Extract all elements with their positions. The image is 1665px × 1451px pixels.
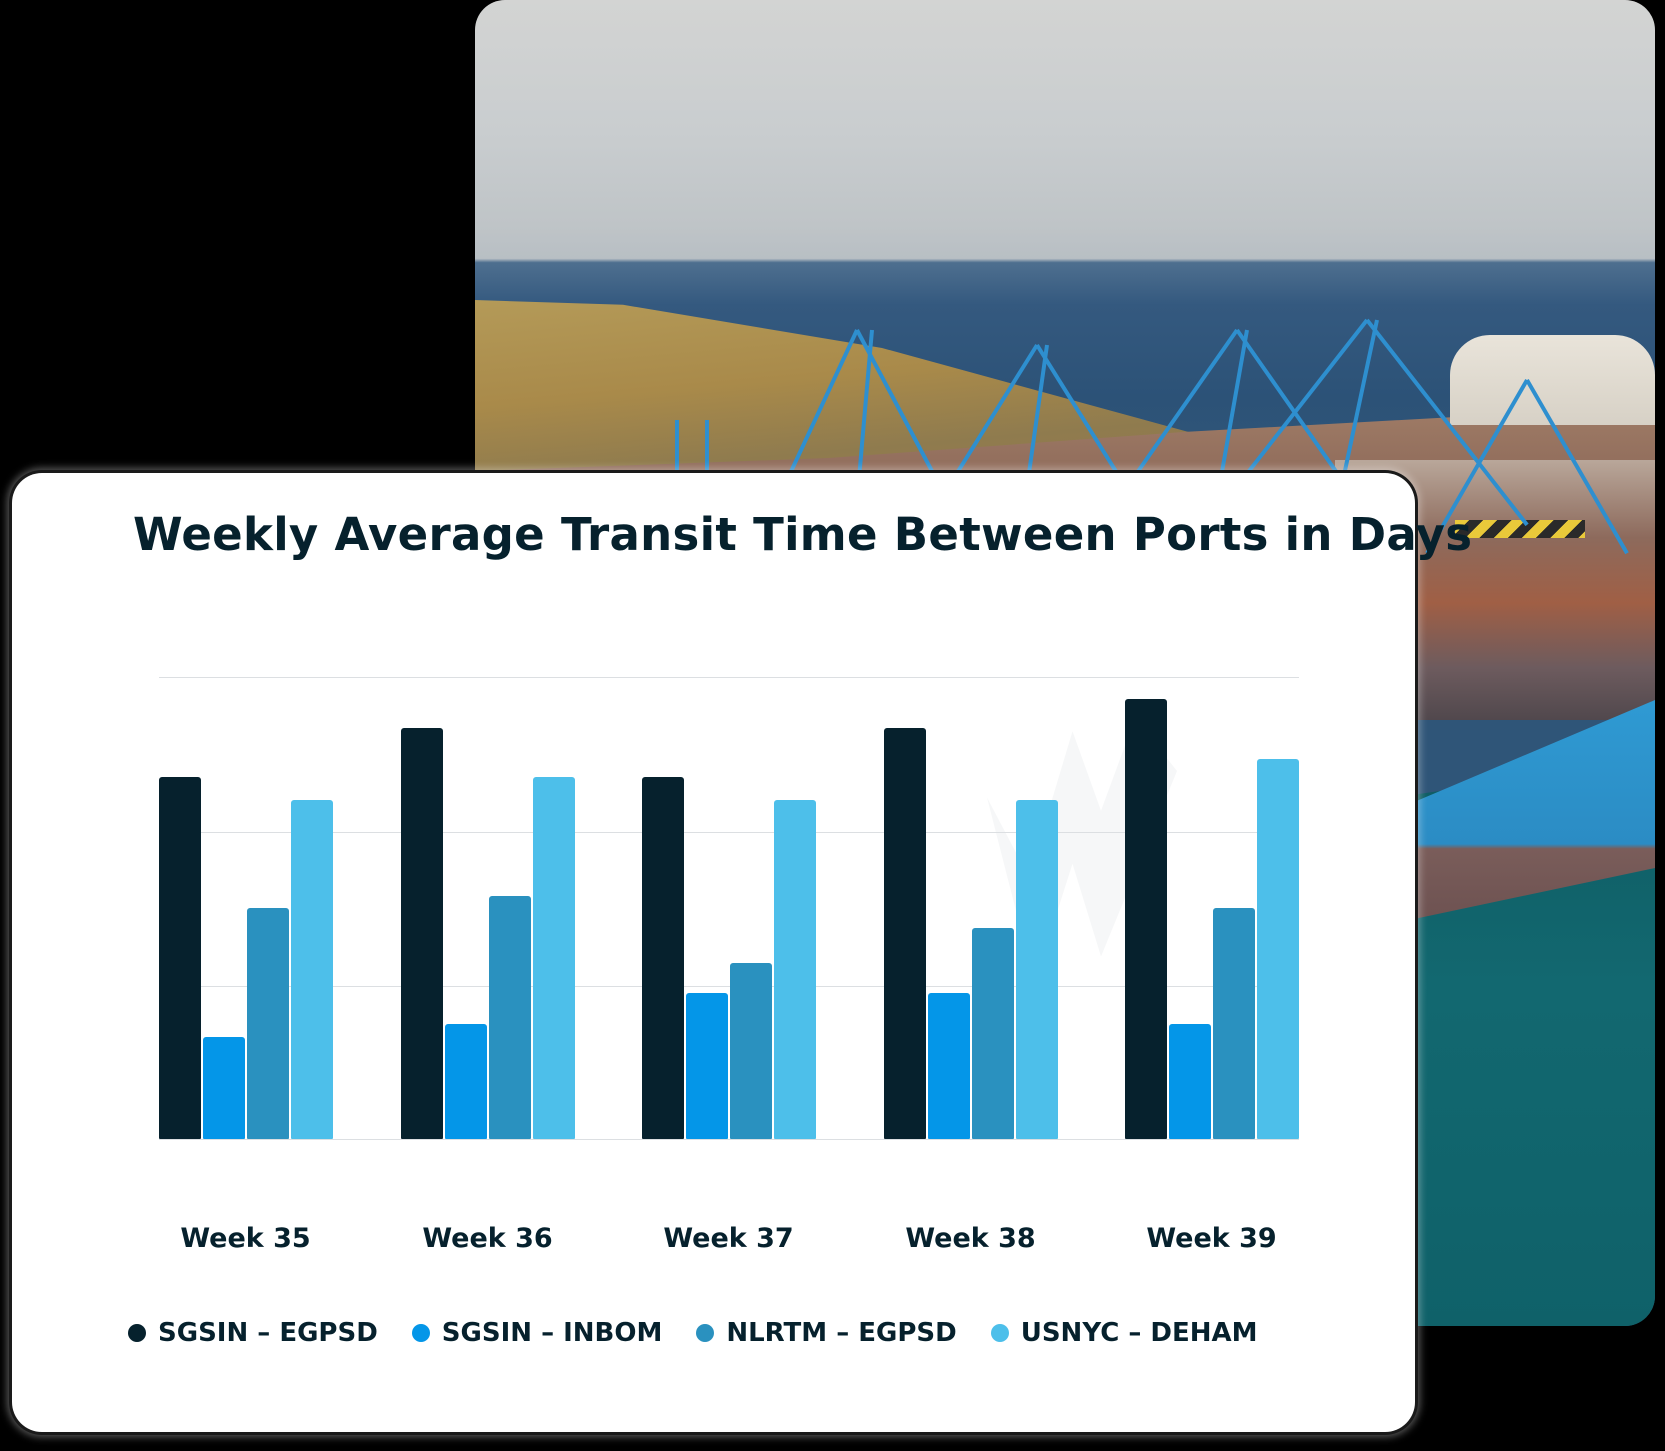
crane-beam [675, 420, 679, 480]
chart-title: Weekly Average Transit Time Between Port… [133, 508, 1473, 561]
bar-week-37-series-3 [774, 800, 816, 1139]
bar-week-38-series-0 [883, 727, 926, 1139]
bar-week-37-series-0 [642, 777, 684, 1139]
legend-dot-icon [411, 1324, 430, 1342]
legend-item-usnyc-deham[interactable]: USNYC – DEHAM [990, 1318, 1258, 1348]
baseline [159, 1139, 1299, 1140]
legend-label: SGSIN – INBOM [441, 1318, 663, 1348]
gridline [159, 677, 1299, 678]
bar-week-36-series-0 [400, 727, 443, 1139]
gridline [159, 986, 1299, 987]
plot-area [159, 677, 1299, 1140]
legend-dot-icon [128, 1324, 146, 1342]
legend-dot-icon [990, 1324, 1009, 1342]
bar-week-36-series-3 [532, 777, 575, 1139]
bar-week-37-series-1 [686, 992, 728, 1139]
crane-beam [705, 420, 709, 480]
x-label-week-36: Week 36 [422, 1223, 553, 1254]
x-label-week-37: Week 37 [663, 1223, 794, 1254]
legend-label: SGSIN – EGPSD [158, 1318, 378, 1348]
bar-week-36-series-1 [444, 1023, 487, 1139]
bar-week-35-series-2 [247, 908, 289, 1139]
bar-week-35-series-0 [159, 777, 201, 1139]
bar-week-38-series-1 [927, 992, 970, 1139]
bar-week-35-series-1 [203, 1037, 245, 1139]
bar-week-37-series-2 [730, 963, 772, 1139]
legend-item-nlrtm-egpsd[interactable]: NLRTM – EGPSD [696, 1318, 957, 1348]
bar-week-39-series-0 [1125, 698, 1167, 1139]
bar-week-39-series-3 [1257, 758, 1299, 1139]
chart-card: Weekly Average Transit Time Between Port… [12, 473, 1473, 1432]
legend-item-sgsin-egpsd[interactable]: SGSIN – EGPSD [128, 1318, 378, 1348]
legend-item-sgsin-inbom[interactable]: SGSIN – INBOM [411, 1318, 663, 1348]
bar-week-38-series-2 [971, 928, 1014, 1139]
x-label-week-38: Week 38 [905, 1223, 1036, 1254]
bar-week-39-series-1 [1169, 1023, 1211, 1139]
gridline [159, 832, 1299, 833]
legend-label: NLRTM – EGPSD [726, 1318, 957, 1348]
bar-week-38-series-3 [1015, 800, 1058, 1139]
x-label-week-39: Week 39 [1146, 1223, 1277, 1254]
chart-legend: SGSIN – EGPSD SGSIN – INBOM NLRTM – EGPS… [128, 1318, 1292, 1348]
crane-hazard-stripe [1455, 520, 1585, 538]
legend-label: USNYC – DEHAM [1020, 1318, 1258, 1348]
bar-week-35-series-3 [291, 800, 333, 1139]
storage-tanks [1450, 335, 1655, 425]
bar-week-36-series-2 [488, 895, 531, 1139]
legend-dot-icon [696, 1324, 715, 1342]
x-label-week-35: Week 35 [180, 1223, 311, 1254]
bar-week-39-series-2 [1213, 908, 1255, 1139]
